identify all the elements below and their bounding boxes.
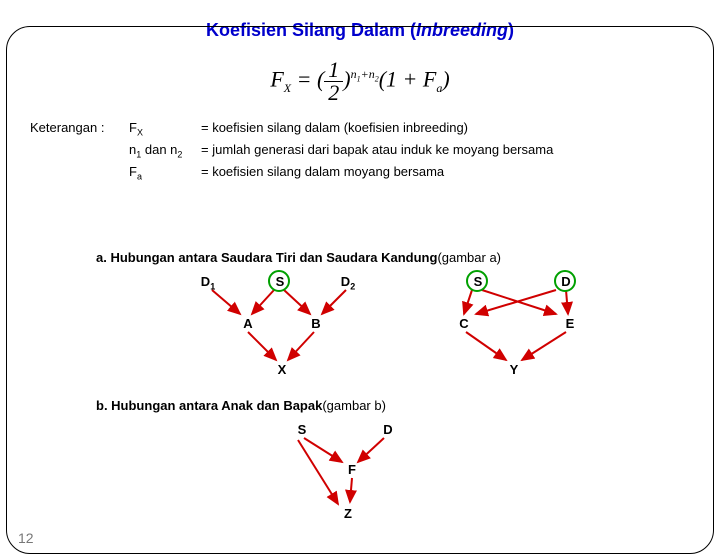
section-a-tag: (gambar a) <box>437 250 501 265</box>
title-italic: Inbreeding <box>416 20 508 40</box>
legend: Keterangan : FX = koefisien silang dalam… <box>30 118 720 184</box>
node-fb: F <box>342 462 362 477</box>
node-zb: Z <box>338 506 358 521</box>
diagram-a-right-svg <box>440 272 610 392</box>
slide-title: Koefisien Silang Dalam (Inbreeding) <box>0 20 720 41</box>
diagram-a-right: S D C E Y <box>440 272 610 392</box>
section-a-title: a. Hubungan antara Saudara Tiri dan Saud… <box>96 250 501 265</box>
legend-def-1: = jumlah generasi dari bapak atau induk … <box>201 140 553 162</box>
diagram-b: S D F Z <box>280 420 430 530</box>
node-y: Y <box>504 362 524 377</box>
node-e: E <box>560 316 580 331</box>
f-close: ) <box>442 67 449 92</box>
f-den: 2 <box>324 82 343 104</box>
node-s2: S <box>468 274 488 289</box>
legend-sym-1: n1 dan n2 <box>129 140 201 162</box>
legend-label: Keterangan : <box>30 118 115 184</box>
f-lhs-sub: X <box>284 81 291 95</box>
section-b-text: b. Hubungan antara Anak dan Bapak <box>96 398 322 413</box>
section-a-text: a. Hubungan antara Saudara Tiri dan Saud… <box>96 250 437 265</box>
f-lhs: F <box>270 67 283 92</box>
diagram-a-left: D1 S D2 A B X <box>190 272 380 392</box>
formula: FX = (12)n1+n2(1 + Fa) <box>0 59 720 104</box>
section-b-title: b. Hubungan antara Anak dan Bapak(gambar… <box>96 398 386 413</box>
node-c: C <box>454 316 474 331</box>
legend-defs: FX = koefisien silang dalam (koefisien i… <box>129 118 553 184</box>
node-sb: S <box>292 422 312 437</box>
section-b-tag: (gambar b) <box>322 398 386 413</box>
node-x: X <box>272 362 292 377</box>
f-num: 1 <box>324 59 343 82</box>
legend-row-0: FX = koefisien silang dalam (koefisien i… <box>129 118 553 140</box>
f-tail: (1 + F <box>379 67 437 92</box>
node-a: A <box>238 316 258 331</box>
node-d2: D2 <box>338 274 358 292</box>
legend-def-0: = koefisien silang dalam (koefisien inbr… <box>201 118 468 140</box>
node-db: D <box>378 422 398 437</box>
title-main: Koefisien Silang Dalam ( <box>206 20 416 40</box>
node-d1: D1 <box>198 274 218 292</box>
legend-def-2: = koefisien silang dalam moyang bersama <box>201 162 444 184</box>
node-d: D <box>556 274 576 289</box>
f-exp-plus: +n <box>361 67 375 81</box>
legend-sym-2: Fa <box>129 162 201 184</box>
f-open: = ( <box>291 67 324 92</box>
legend-row-1: n1 dan n2 = jumlah generasi dari bapak a… <box>129 140 553 162</box>
page-number: 12 <box>18 530 34 546</box>
f-mid: ) <box>343 67 350 92</box>
node-b: B <box>306 316 326 331</box>
legend-sym-0: FX <box>129 118 201 140</box>
node-s: S <box>270 274 290 289</box>
title-close: ) <box>508 20 514 40</box>
legend-row-2: Fa = koefisien silang dalam moyang bersa… <box>129 162 553 184</box>
